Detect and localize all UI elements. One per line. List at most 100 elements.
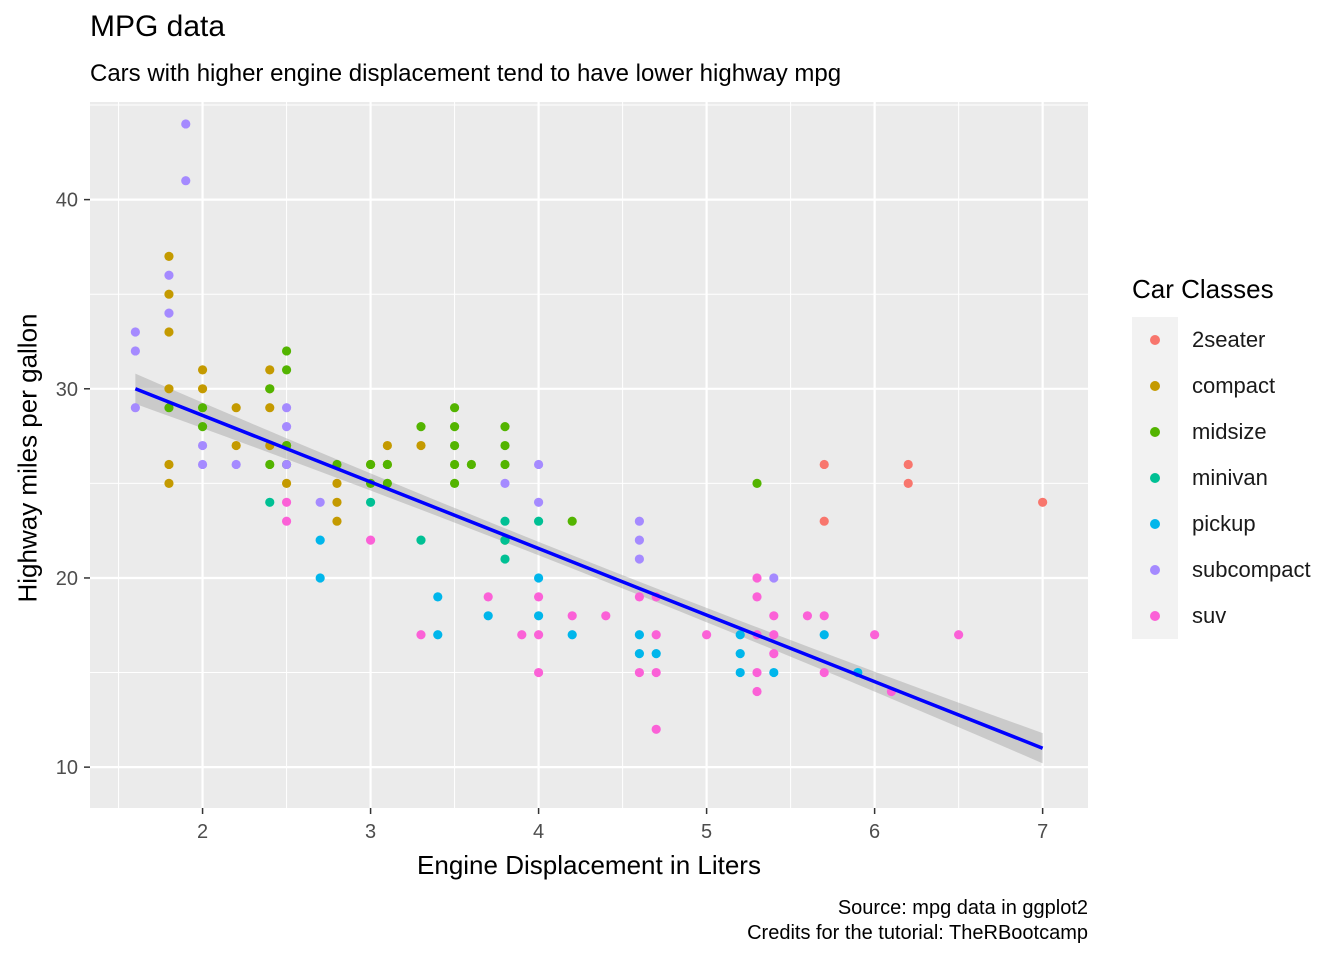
data-point-compact	[197, 365, 208, 375]
legend-item-compact: compact	[1132, 363, 1311, 409]
data-point-compact	[382, 440, 392, 451]
legend-items: 2seater compact midsize minivan pickup subcom…	[1132, 317, 1311, 639]
data-point-suv	[533, 592, 544, 602]
data-point-minivan	[500, 554, 510, 564]
data-point-2seater	[819, 459, 829, 470]
data-point-subcompact	[130, 403, 140, 413]
legend: Car Classes 2seater compact midsize minivan…	[1132, 274, 1311, 639]
data-point-midsize	[500, 459, 510, 470]
data-point-subcompact	[181, 119, 191, 129]
data-point-midsize	[281, 365, 292, 375]
data-point-compact	[164, 384, 174, 394]
data-point-pickup	[634, 630, 645, 640]
legend-dot	[1150, 473, 1160, 483]
data-point-compact	[197, 384, 208, 394]
data-point-2seater	[1038, 497, 1048, 507]
data-point-subcompact	[634, 516, 645, 526]
legend-dot	[1150, 335, 1160, 345]
data-point-compact	[164, 251, 174, 261]
data-points	[130, 119, 1048, 734]
legend-label: midsize	[1192, 419, 1267, 444]
legend-key	[1132, 593, 1178, 639]
data-point-pickup	[315, 535, 325, 545]
data-point-midsize	[500, 422, 510, 432]
data-point-midsize	[449, 478, 460, 488]
data-point-subcompact	[533, 497, 544, 507]
data-point-suv	[281, 516, 292, 526]
x-tick-label: 4	[533, 821, 544, 843]
data-point-subcompact	[181, 176, 191, 186]
legend-key	[1132, 409, 1178, 455]
data-point-pickup	[769, 667, 779, 678]
caption-credits: Credits for the tutorial: TheRBootcamp	[747, 922, 1088, 944]
legend-item-midsize: midsize	[1132, 409, 1311, 455]
data-point-midsize	[197, 422, 208, 432]
data-point-midsize	[281, 346, 292, 356]
data-point-suv	[416, 630, 426, 640]
data-point-pickup	[315, 573, 325, 583]
data-point-compact	[332, 516, 342, 526]
caption: Source: mpg data in ggplot2 Credits for …	[747, 896, 1088, 946]
data-point-suv	[752, 573, 762, 583]
data-point-pickup	[634, 649, 645, 659]
data-point-suv	[651, 667, 661, 678]
data-point-2seater	[903, 459, 913, 470]
x-axis-label: Engine Displacement in Liters	[417, 850, 761, 880]
data-point-pickup	[533, 573, 544, 583]
data-point-suv	[752, 667, 762, 678]
data-point-subcompact	[164, 308, 174, 318]
data-point-compact	[265, 365, 275, 375]
data-point-pickup	[651, 649, 661, 659]
legend-key	[1132, 501, 1178, 547]
data-point-2seater	[903, 478, 913, 488]
legend-item-minivan: minivan	[1132, 455, 1311, 501]
data-point-compact	[231, 440, 241, 451]
y-axis-label: Highway miles per gallon	[12, 313, 43, 603]
data-point-minivan	[365, 497, 376, 507]
data-point-compact	[164, 327, 174, 337]
data-point-midsize	[416, 422, 426, 432]
data-point-midsize	[197, 403, 208, 413]
data-point-suv	[819, 611, 829, 621]
data-point-suv	[769, 649, 779, 659]
data-point-minivan	[533, 516, 544, 526]
data-point-suv	[752, 686, 762, 697]
data-point-suv	[483, 592, 493, 602]
legend-label: pickup	[1192, 511, 1256, 536]
x-tick-label: 2	[197, 821, 208, 843]
data-point-midsize	[164, 403, 174, 413]
legend-dot	[1150, 611, 1160, 621]
data-point-minivan	[416, 535, 426, 545]
data-point-compact	[265, 403, 275, 413]
legend-label: 2seater	[1192, 327, 1266, 352]
data-point-subcompact	[634, 535, 645, 545]
data-point-midsize	[365, 459, 376, 470]
data-point-suv	[567, 611, 577, 621]
data-point-pickup	[735, 649, 745, 659]
data-point-midsize	[265, 384, 275, 394]
data-point-suv	[769, 611, 779, 621]
data-point-suv	[634, 667, 645, 678]
data-point-subcompact	[130, 327, 140, 337]
data-point-midsize	[449, 459, 460, 470]
data-point-midsize	[567, 516, 577, 526]
chart-title: MPG data	[90, 10, 226, 43]
data-point-suv	[819, 667, 829, 678]
data-point-midsize	[382, 478, 392, 488]
data-point-midsize	[265, 459, 275, 470]
data-point-compact	[164, 478, 174, 488]
legend-label: subcompact	[1192, 557, 1311, 582]
grid-minor	[90, 102, 1088, 808]
caption-source: Source: mpg data in ggplot2	[837, 897, 1088, 919]
data-point-suv	[870, 630, 880, 640]
data-point-suv	[651, 724, 661, 734]
legend-item-suv: suv	[1132, 593, 1311, 639]
y-tick-label: 20	[56, 568, 78, 590]
data-point-subcompact	[164, 270, 174, 280]
data-point-suv	[752, 592, 762, 602]
data-point-compact	[281, 478, 292, 488]
data-point-suv	[651, 630, 661, 640]
data-point-subcompact	[281, 459, 292, 470]
legend-dot	[1150, 381, 1160, 391]
data-point-compact	[332, 478, 342, 488]
